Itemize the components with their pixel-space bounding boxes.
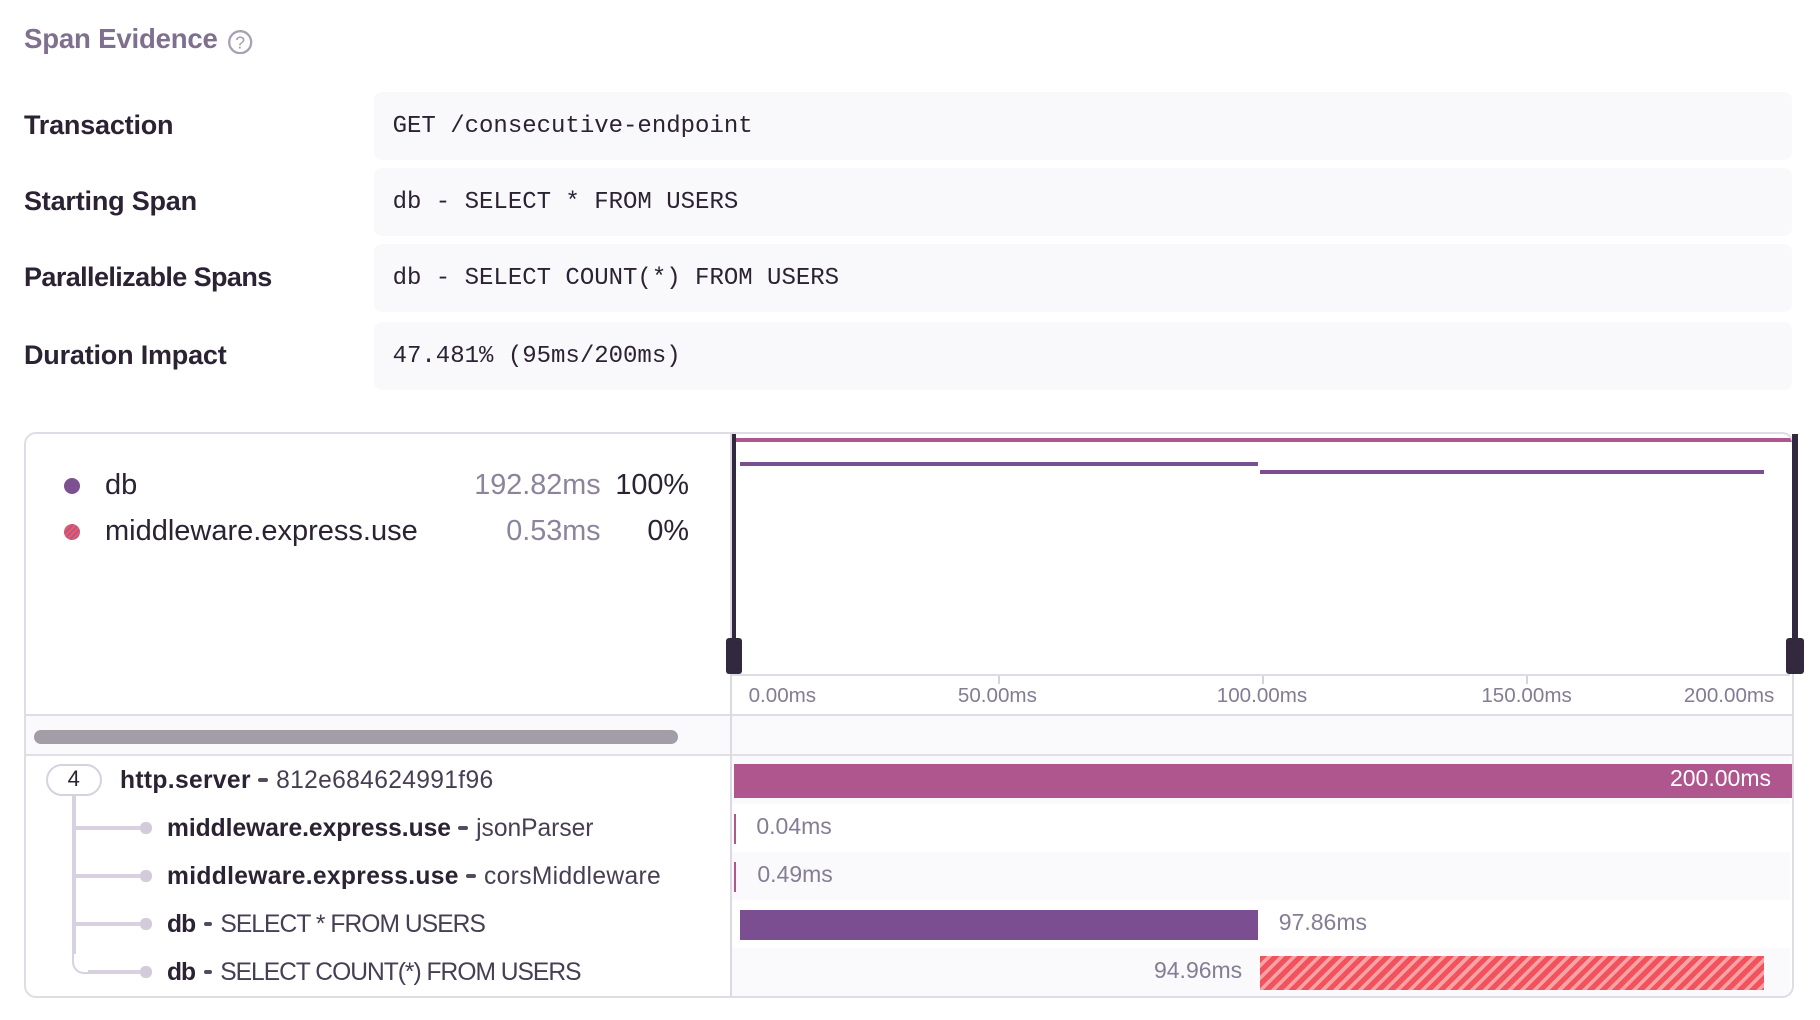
svg-text:?: ? — [236, 32, 246, 52]
